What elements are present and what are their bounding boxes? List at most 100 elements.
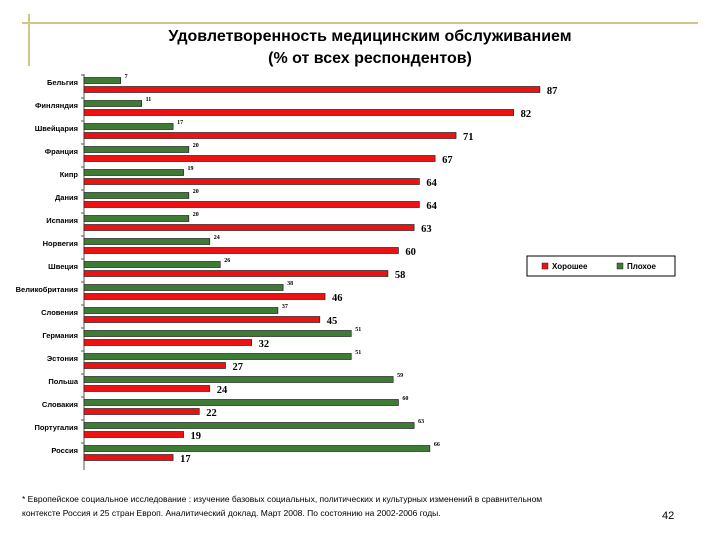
data-label-good: 22 [206,408,217,419]
legend-label-good: Хорошее [552,262,588,271]
category-label: Эстония [47,354,78,363]
bar-bad [83,146,190,153]
category-label: Германия [42,331,78,340]
data-label-good: 60 [405,247,416,258]
data-label-bad: 63 [418,419,424,425]
data-label-good: 87 [547,86,558,97]
bar-bad [83,261,221,268]
category-label: Швеция [48,262,78,271]
bar-bad [83,353,352,360]
data-label-bad: 59 [397,373,403,379]
bar-bad [83,215,190,222]
bar-bad [83,77,122,84]
category-label: Норвегия [43,239,78,248]
bar-good [83,132,457,139]
bar-good [83,109,515,116]
bar-bad [83,445,431,452]
bar-bad [83,330,352,337]
data-label-bad: 38 [287,281,293,287]
data-label-good: 32 [259,339,270,350]
legend-swatch-good [541,262,549,270]
category-label: Великобритания [16,285,78,294]
data-label-good: 24 [217,385,228,396]
category-label: Португалия [34,423,78,432]
data-label-bad: 17 [177,120,183,126]
data-label-bad: 51 [355,327,361,333]
bar-bad [83,123,174,130]
data-label-good: 46 [332,293,343,304]
bar-good [83,86,541,93]
bar-good [83,247,399,254]
bar-good [83,316,321,323]
footnote-line-1: * Европейское социальное исследование : … [22,494,543,504]
category-label: Швейцария [35,124,78,133]
category-label: Словения [41,308,78,317]
bar-bad [83,284,284,291]
data-label-bad: 7 [125,74,128,80]
data-label-bad: 11 [146,97,152,103]
bar-bad [83,192,190,199]
category-label: Франция [45,147,78,156]
data-label-bad: 66 [434,442,440,448]
category-label: Финляндия [35,101,78,110]
legend-swatch-bad [616,262,624,270]
category-label: Бельгия [47,78,78,87]
data-label-bad: 51 [355,350,361,356]
legend-label-bad: Плохое [627,262,657,271]
bar-good [83,431,184,438]
data-label-bad: 26 [224,258,230,264]
slide-title: Удовлетворенность медицинским обслуживан… [80,26,660,70]
bar-bad [83,376,394,383]
data-label-good: 64 [426,178,437,189]
bar-bad [83,307,279,314]
data-label-bad: 20 [193,143,199,149]
bar-good [83,454,174,461]
bar-good [83,201,420,208]
category-label: Словакия [42,400,78,409]
footnote: * Европейское социальное исследование : … [22,492,652,520]
data-label-good: 67 [442,155,453,166]
data-label-bad: 20 [193,189,199,195]
bar-good [83,408,200,415]
data-label-good: 19 [191,431,202,442]
data-label-bad: 60 [402,396,408,402]
title-line-2: (% от всех респондентов) [268,50,472,67]
data-label-bad: 24 [214,235,220,241]
category-label: Дания [55,193,78,202]
bar-bad [83,169,184,176]
bar-bad [83,399,399,406]
title-line-1: Удовлетворенность медицинским обслуживан… [168,28,572,45]
legend-box [526,255,676,277]
category-label: Испания [46,216,78,225]
data-label-good: 71 [463,132,474,143]
data-label-good: 45 [327,316,338,327]
data-label-good: 17 [180,454,191,465]
bar-good [83,339,253,346]
footnote-line-2: контексте Россия и 25 стран Европ. Анали… [22,508,441,518]
data-label-good: 64 [426,201,437,212]
data-label-good: 63 [421,224,432,235]
bar-good [83,224,415,231]
bar-good [83,293,326,300]
frame-left-line [28,14,30,66]
bar-good [83,155,436,162]
bar-good [83,178,420,185]
data-label-good: 58 [395,270,406,281]
data-label-bad: 20 [193,212,199,218]
bar-good [83,270,389,277]
category-label: Россия [51,446,78,455]
bar-good [83,385,211,392]
frame-top-line [22,22,698,24]
category-label: Кипр [60,170,79,179]
data-label-bad: 37 [282,304,288,310]
bar-bad [83,238,211,245]
bar-good [83,362,226,369]
bar-bad [83,422,415,429]
page-number: 42 [662,510,675,522]
data-label-bad: 19 [188,166,194,172]
category-label: Польша [48,377,78,386]
data-label-good: 27 [232,362,243,373]
bar-bad [83,100,142,107]
data-label-good: 82 [521,109,532,120]
